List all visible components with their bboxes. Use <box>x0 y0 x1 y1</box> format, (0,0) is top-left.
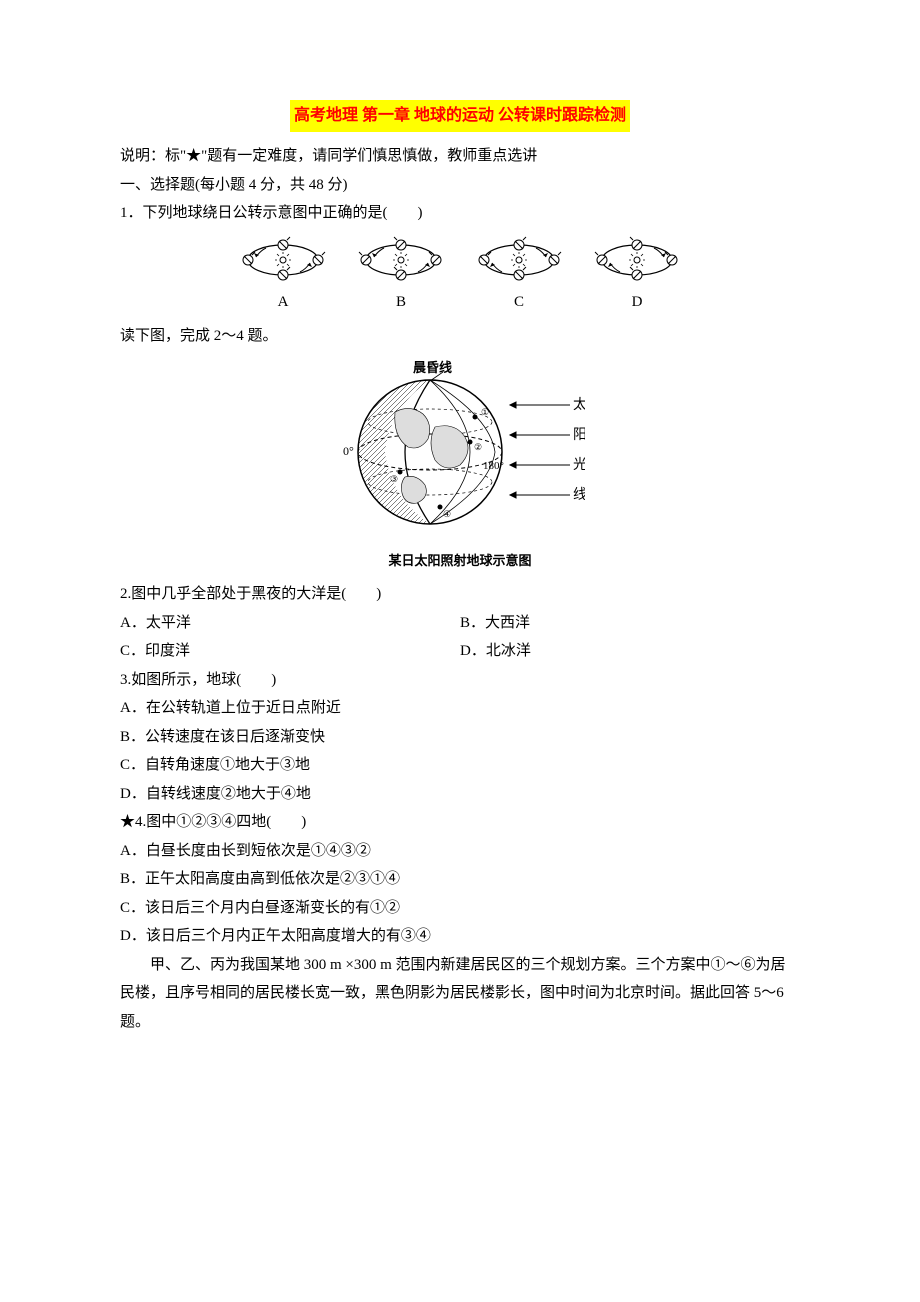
svg-text:②: ② <box>474 442 482 452</box>
orbit-diagram-b: B <box>356 234 446 317</box>
q4-opt-a: A．白昼长度由长到短依次是①④③② <box>120 837 800 866</box>
orbit-label-b: B <box>396 288 406 317</box>
q4-opt-d: D．该日后三个月内正午太阳高度增大的有③④ <box>120 922 800 951</box>
q2-opt-d: D．北冰洋 <box>460 637 800 666</box>
page-title: 高考地理 第一章 地球的运动 公转课时跟踪检测 <box>290 100 630 132</box>
orbit-label-c: C <box>514 288 524 317</box>
instruction-text: 说明：标"★"题有一定难度，请同学们慎思慎做，教师重点选讲 <box>120 142 800 171</box>
q2-opt-b: B．大西洋 <box>460 609 800 638</box>
orbit-label-a: A <box>278 288 289 317</box>
q2-opt-c: C．印度洋 <box>120 637 460 666</box>
svg-text:③: ③ <box>390 474 398 484</box>
svg-text:①: ① <box>481 407 489 417</box>
terminator-label: 晨昏线 <box>413 360 452 375</box>
lon-0-label: 0° <box>343 444 354 458</box>
q2-opt-a: A．太平洋 <box>120 609 460 638</box>
q4-stem: ★4.图中①②③④四地( ) <box>120 808 800 837</box>
section-1-header: 一、选择题(每小题 4 分，共 48 分) <box>120 171 800 200</box>
q2-stem: 2.图中几乎全部处于黑夜的大洋是( ) <box>120 580 800 609</box>
lead-text-2-4: 读下图，完成 2～4 题。 <box>120 322 800 351</box>
svg-text:④: ④ <box>443 509 451 519</box>
sun-label-2: 阳 <box>573 427 585 443</box>
q3-opt-b: B．公转速度在该日后逐渐变快 <box>120 723 800 752</box>
q3-stem: 3.如图所示，地球( ) <box>120 666 800 695</box>
orbit-diagram-a: A <box>238 234 328 317</box>
q1-figure: A <box>120 234 800 317</box>
orbit-diagram-d: D <box>592 234 682 317</box>
globe-figure: ① ② ③ ④ 0° 180° 晨昏线 太 阳 光 线 某日太阳照射地球示意图 <box>120 357 800 574</box>
q3-opt-c: C．自转角速度①地大于③地 <box>120 751 800 780</box>
q1-stem: 1．下列地球绕日公转示意图中正确的是( ) <box>120 199 800 228</box>
sun-label-1: 太 <box>573 397 585 413</box>
orbit-diagram-c: C <box>474 234 564 317</box>
q3-opt-a: A．在公转轨道上位于近日点附近 <box>120 694 800 723</box>
q4-opt-b: B．正午太阳高度由高到低依次是②③①④ <box>120 865 800 894</box>
globe-caption: 某日太阳照射地球示意图 <box>120 549 800 574</box>
sun-label-3: 光 <box>573 457 585 473</box>
q3-opt-d: D．自转线速度②地大于④地 <box>120 780 800 809</box>
lon-180-label: 180° <box>483 460 504 472</box>
q4-opt-c: C．该日后三个月内白昼逐渐变长的有①② <box>120 894 800 923</box>
sun-label-4: 线 <box>573 487 585 503</box>
orbit-label-d: D <box>632 288 643 317</box>
passage-5-6: 甲、乙、丙为我国某地 300 m ×300 m 范围内新建居民区的三个规划方案。… <box>120 951 800 1037</box>
